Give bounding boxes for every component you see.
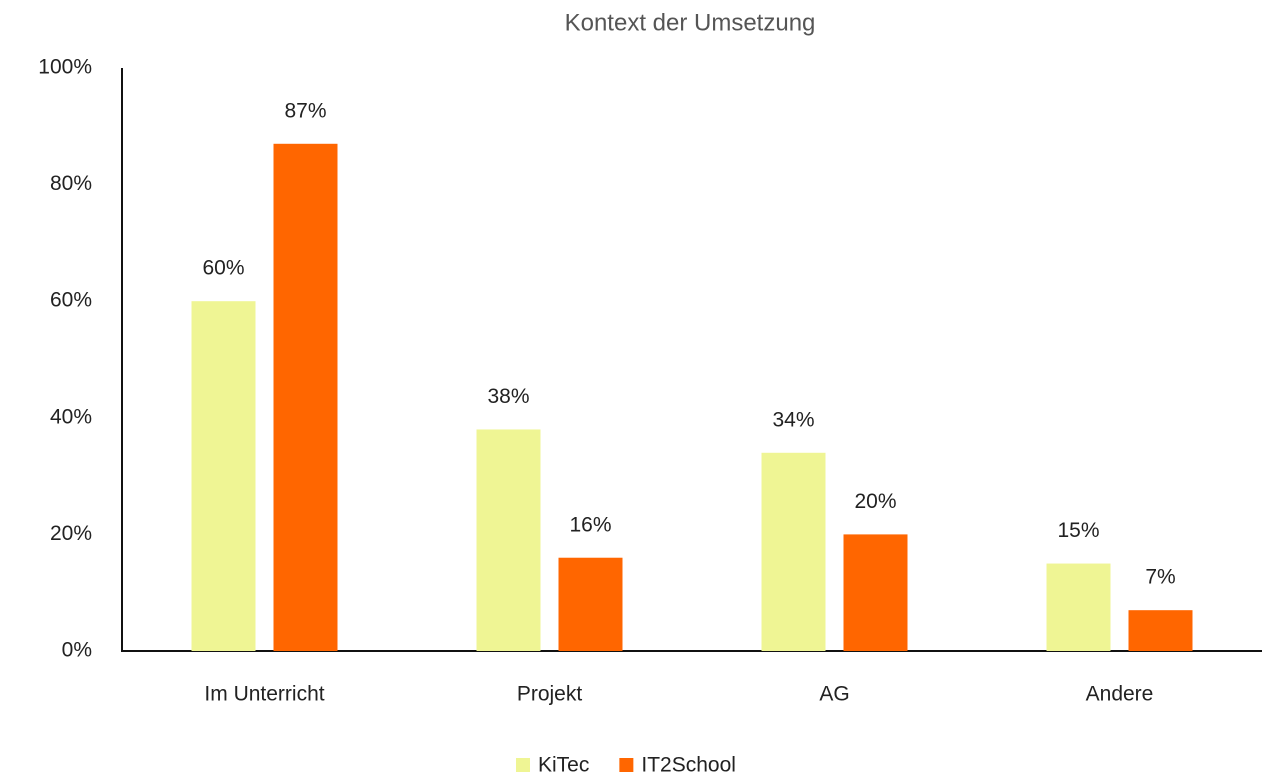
y-tick-label: 80%	[50, 172, 92, 195]
data-label: 20%	[854, 490, 896, 513]
x-tick-label: AG	[819, 683, 849, 706]
legend-label: KiTec	[538, 754, 589, 777]
bar	[1128, 610, 1193, 651]
data-label: 16%	[569, 513, 611, 536]
x-tick-label: Andere	[1086, 683, 1154, 706]
legend-label: IT2School	[641, 754, 736, 777]
legend-swatch	[619, 758, 634, 772]
data-label: 7%	[1145, 566, 1175, 589]
y-tick-label: 20%	[50, 522, 92, 545]
y-tick-label: 60%	[50, 289, 92, 312]
data-label: 34%	[772, 408, 814, 431]
y-tick-label: 40%	[50, 405, 92, 428]
bar	[843, 534, 908, 651]
y-tick-label: 100%	[38, 56, 92, 79]
bar	[761, 452, 826, 651]
data-label: 60%	[202, 257, 244, 280]
y-tick-label: 0%	[62, 639, 92, 662]
bar	[191, 301, 256, 651]
bar	[558, 557, 623, 651]
data-label: 38%	[487, 385, 529, 408]
x-tick-label: Projekt	[517, 683, 583, 706]
bar	[1046, 563, 1111, 651]
bar	[476, 429, 541, 651]
data-label: 15%	[1057, 519, 1099, 542]
legend-swatch	[516, 758, 530, 772]
bar	[273, 143, 338, 652]
data-label: 87%	[284, 99, 326, 122]
x-tick-label: Im Unterricht	[204, 683, 324, 706]
chart-title: Kontext der Umsetzung	[565, 9, 816, 36]
